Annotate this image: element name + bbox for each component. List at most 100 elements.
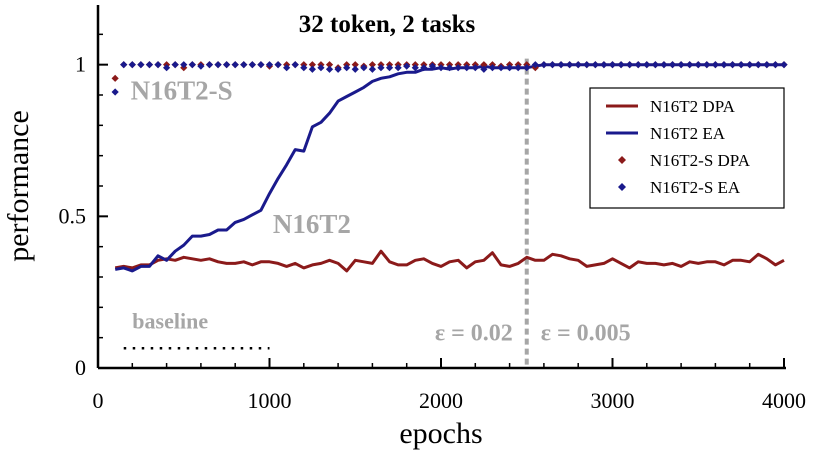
series-point-3	[728, 61, 737, 69]
series-point-3	[120, 61, 128, 69]
series-point-3	[737, 61, 745, 69]
plot-area: ε = 0.02 ε = 0.005 N16T2-S N16T2 baseline	[111, 58, 788, 368]
series-point-3	[626, 61, 634, 69]
series-point-3	[368, 65, 376, 73]
series-point-3	[163, 64, 171, 72]
series-point-3	[703, 61, 711, 69]
series-point-3	[214, 61, 222, 69]
series-point-3	[145, 61, 154, 69]
series-line-0	[114, 249, 785, 273]
series-point-3	[763, 61, 771, 69]
series-point-3	[197, 62, 205, 70]
series-point-3	[300, 64, 308, 72]
series-point-3	[677, 61, 685, 69]
series-point-3	[283, 64, 291, 72]
series-point-3	[566, 61, 574, 69]
series-point-3	[660, 61, 668, 69]
series-point-3	[523, 64, 531, 72]
series-point-3	[574, 61, 582, 69]
x-tick-label: 2000	[419, 388, 463, 413]
legend-label-0: N16T2 DPA	[650, 97, 736, 116]
series-point-3	[480, 65, 488, 73]
series-point-3	[548, 61, 557, 69]
y-tick-label: 0	[75, 355, 86, 380]
series-point-3	[128, 61, 136, 69]
series-point-3	[171, 61, 179, 69]
series-point-3	[600, 61, 608, 69]
series-point-3	[754, 61, 762, 69]
annotation-2: baseline	[132, 309, 208, 334]
series-point-3	[591, 61, 599, 69]
series-point-3	[506, 64, 514, 72]
chart-title: 32 token, 2 tasks	[299, 11, 476, 38]
y-tick-label: 1	[75, 52, 86, 77]
series-point-3	[248, 61, 256, 69]
series-point-3	[411, 64, 419, 72]
series-point-3	[531, 61, 539, 69]
legend-label-2: N16T2-S DPA	[650, 151, 751, 170]
series-point-3	[231, 61, 239, 69]
epsilon-right-label: ε = 0.005	[541, 321, 631, 347]
series-point-3	[557, 61, 565, 69]
series-point-2	[325, 61, 334, 69]
series-point-3	[188, 61, 196, 69]
series-point-2	[368, 61, 376, 69]
series-point-3	[463, 64, 471, 72]
legend: N16T2 DPA N16T2 EA N16T2-S DPA N16T2-S EA	[589, 87, 785, 209]
epsilon-left-label: ε = 0.02	[435, 321, 513, 347]
series-point-3	[686, 61, 694, 69]
series-point-3	[780, 61, 788, 69]
series-point-3	[454, 64, 462, 72]
series-point-3	[325, 65, 334, 73]
series-point-3	[377, 64, 385, 72]
y-tick-label: 0.5	[59, 203, 87, 228]
axes: 0 1000 2000 3000 4000 0 0.5 1	[59, 5, 806, 413]
series-point-3	[651, 61, 659, 69]
series-point-3	[403, 62, 411, 70]
series-point-3	[343, 64, 351, 72]
series-point-3	[746, 61, 754, 69]
series-point-3	[428, 62, 437, 70]
series-point-3	[583, 61, 591, 69]
legend-label-3: N16T2-S EA	[650, 178, 741, 197]
series-point-3	[771, 61, 780, 69]
series-point-3	[240, 61, 248, 69]
series-point-3	[205, 61, 214, 69]
x-tick-label: 4000	[762, 388, 806, 413]
series-point-3	[608, 61, 617, 69]
legend-marker-3	[618, 183, 626, 191]
series-point-2	[480, 61, 488, 69]
series-point-3	[437, 64, 445, 72]
series-point-3	[394, 64, 402, 72]
series-point-2	[308, 61, 316, 69]
series-point-3	[180, 61, 188, 69]
series-point-2	[111, 74, 119, 82]
series-point-3	[643, 61, 651, 69]
series-point-3	[223, 61, 231, 69]
series-point-3	[711, 61, 719, 69]
annotation-0: N16T2-S	[131, 76, 233, 106]
series-point-3	[257, 61, 265, 69]
series-point-3	[154, 61, 162, 69]
series-point-3	[694, 61, 702, 69]
series-point-3	[540, 61, 548, 69]
legend-marker-2	[618, 156, 626, 164]
series-point-3	[514, 64, 522, 72]
x-axis-label: epochs	[399, 417, 482, 450]
x-tick-label: 0	[93, 388, 104, 413]
series-point-3	[360, 64, 368, 72]
series-point-2	[351, 61, 359, 69]
series-point-3	[634, 61, 642, 69]
series-point-3	[334, 65, 342, 73]
series-point-3	[720, 61, 728, 69]
series-point-3	[497, 64, 505, 72]
x-tick-label: 3000	[591, 388, 635, 413]
series-point-3	[291, 61, 299, 69]
series-point-3	[488, 64, 497, 72]
series-point-3	[385, 64, 394, 72]
series-point-3	[420, 64, 428, 72]
series-point-3	[265, 61, 274, 69]
series-point-3	[471, 64, 479, 72]
